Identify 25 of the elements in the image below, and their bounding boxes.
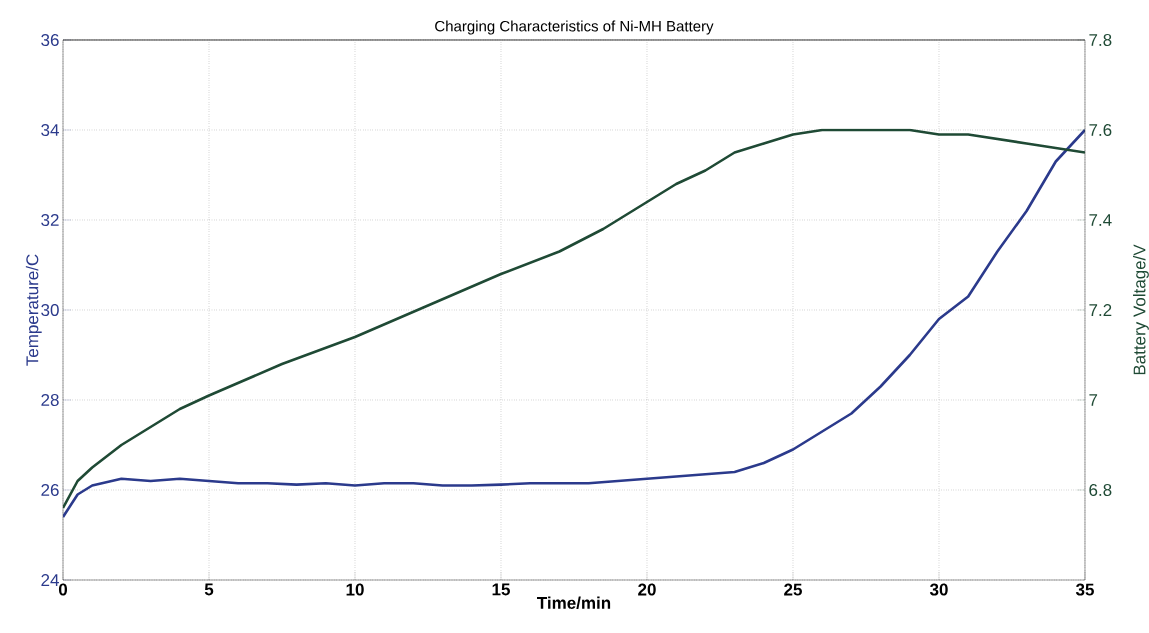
- x-tick-label: 5: [204, 583, 214, 596]
- x-tick-label: 30: [929, 583, 948, 596]
- x-tick-label: 25: [784, 583, 802, 596]
- y-tick-label: 36: [41, 33, 59, 47]
- y2-tick-label: 7.6: [1089, 123, 1112, 137]
- y2-tick-label: 7.2: [1089, 304, 1112, 316]
- y2-tick-label: 7.8: [1089, 33, 1112, 47]
- y-tick-label: 26: [41, 483, 59, 497]
- y-tick-label: 28: [41, 393, 59, 407]
- y-tick-label: 24: [41, 574, 59, 586]
- y-tick-label: 30: [41, 303, 59, 317]
- x-axis-title: Time/min: [537, 596, 611, 610]
- x-tick-label: 10: [346, 583, 364, 596]
- y-tick-label: 32: [41, 213, 59, 227]
- y-axis-title: Temperature/C: [25, 254, 42, 366]
- y2-axis-title: Battery Voltage/V: [1133, 244, 1149, 375]
- y2-tick-label: 7: [1089, 394, 1098, 406]
- x-tick-label: 0: [58, 583, 68, 596]
- x-tick-label: 15: [492, 583, 510, 596]
- y2-tick-label: 6.8: [1089, 483, 1112, 497]
- x-tick-label: 20: [638, 583, 656, 596]
- x-tick-label: 35: [1075, 583, 1094, 596]
- y2-tick-label: 7.4: [1089, 214, 1112, 226]
- y-tick-label: 34: [41, 123, 59, 137]
- chart-title: Charging Characteristics of Ni-MH Battery: [435, 20, 714, 35]
